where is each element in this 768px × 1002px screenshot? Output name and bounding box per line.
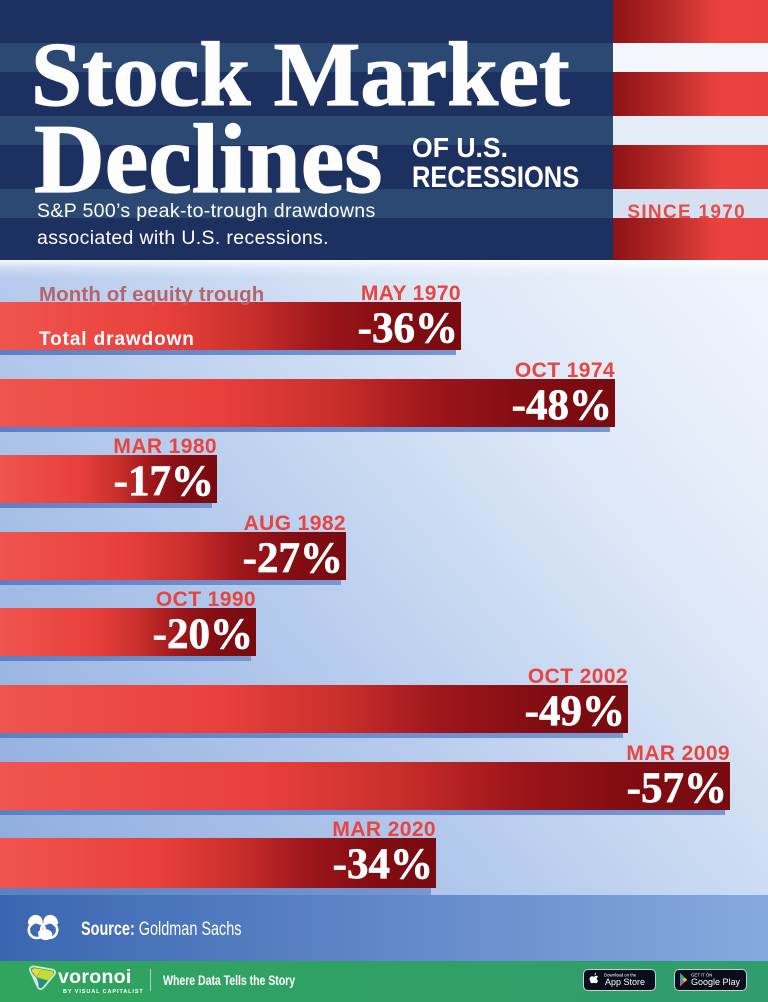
svg-text:App Store: App Store bbox=[605, 977, 645, 987]
svg-text:Google Play: Google Play bbox=[691, 977, 741, 987]
svg-text:Download on the: Download on the bbox=[604, 973, 637, 978]
svg-text:GET IT ON: GET IT ON bbox=[691, 973, 712, 978]
